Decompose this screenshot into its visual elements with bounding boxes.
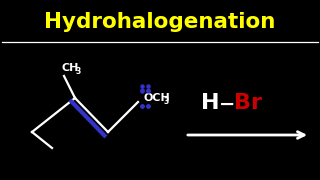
- Text: OCH: OCH: [143, 93, 170, 103]
- Text: H: H: [201, 93, 219, 113]
- Text: −: −: [219, 94, 235, 114]
- Text: Hydrohalogenation: Hydrohalogenation: [44, 12, 276, 32]
- Text: CH: CH: [62, 63, 79, 73]
- Text: Br: Br: [234, 93, 262, 113]
- Text: 3: 3: [76, 66, 81, 75]
- Text: 3: 3: [164, 96, 169, 105]
